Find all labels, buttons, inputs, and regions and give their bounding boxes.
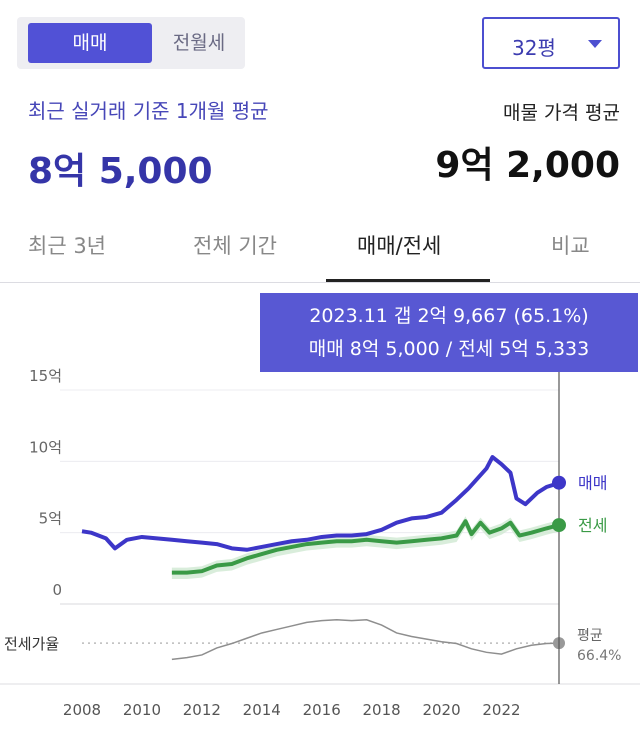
y-tick-label: 10억 (29, 438, 62, 456)
x-tick-label: 2010 (123, 701, 161, 719)
size-select[interactable]: 32평 (482, 17, 620, 69)
jeonse-line (171, 519, 560, 575)
x-tick-label: 2008 (63, 701, 101, 719)
chart-tooltip: 2023.11 갭 2억 9,667 (65.1%) 매매 8억 5,000 /… (260, 293, 638, 372)
x-tick-label: 2020 (422, 701, 460, 719)
x-tick-label: 2016 (303, 701, 341, 719)
tab-divider (0, 282, 640, 283)
sale-toggle-button[interactable]: 매매 (28, 23, 152, 63)
y-tick-label: 0 (52, 581, 62, 599)
x-tick-label: 2014 (243, 701, 281, 719)
x-tick-label: 2012 (183, 701, 221, 719)
jeonse-series-label: 전세 (578, 516, 607, 535)
tab-sale-jeonse[interactable]: 매매/전세 (357, 234, 442, 258)
sale-series-label: 매매 (578, 474, 607, 493)
size-select-value: 32평 (512, 36, 556, 60)
y-tick-label: 5억 (39, 510, 62, 528)
chevron-down-icon (588, 40, 602, 48)
jeonse-end-point (552, 518, 566, 533)
tab-all-period[interactable]: 전체 기간 (193, 234, 277, 258)
sale-end-point (552, 475, 566, 490)
rent-toggle-button[interactable]: 전월세 (172, 32, 226, 54)
jeonse-ratio-line (171, 619, 560, 661)
active-tab-indicator (326, 279, 490, 282)
recent-average-label: 최근 실거래 기준 1개월 평균 (28, 99, 269, 123)
listing-average-label: 매물 가격 평균 (503, 102, 620, 124)
tooltip-line-1: 2023.11 갭 2억 9,667 (65.1%) (309, 305, 589, 327)
y-tick-label: 15억 (29, 367, 62, 385)
ratio-average-value: 66.4% (577, 648, 621, 664)
tooltip-line-2: 매매 8억 5,000 / 전세 5억 5,333 (308, 338, 590, 360)
sale-line (81, 455, 560, 552)
ratio-average-label: 평균 (577, 628, 603, 644)
tab-compare[interactable]: 비교 (551, 234, 590, 258)
deal-type-toggle: 매매 전월세 (17, 17, 245, 69)
jeonse-range-band (171, 516, 559, 580)
x-tick-label: 2022 (482, 701, 520, 719)
tab-recent-3-years[interactable]: 최근 3년 (28, 234, 106, 258)
x-tick-label: 2018 (363, 701, 401, 719)
listing-average-value: 9억 2,000 (435, 145, 620, 186)
recent-average-value: 8억 5,000 (28, 151, 213, 192)
ratio-axis-label: 전세가율 (4, 635, 59, 653)
